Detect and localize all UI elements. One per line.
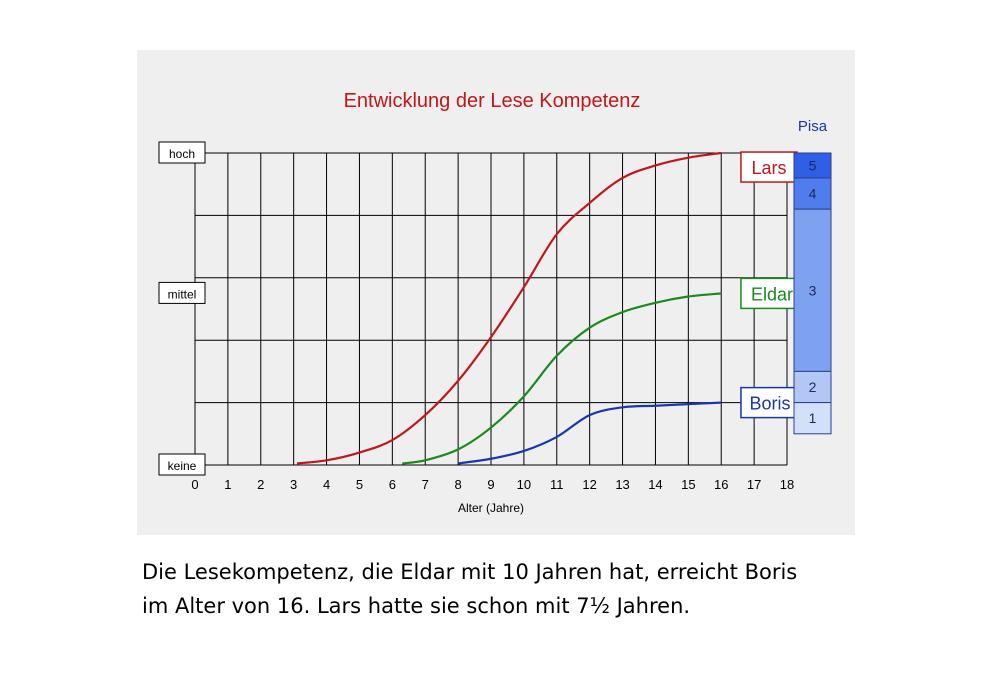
- x-tick-label: 1: [224, 477, 231, 492]
- x-tick-label: 10: [517, 477, 531, 492]
- pisa-level-label: 5: [809, 157, 817, 173]
- pisa-level-label: 1: [809, 410, 817, 426]
- y-label-box: [158, 141, 206, 164]
- series-line-eldar: [402, 292, 722, 465]
- x-tick-label: 17: [747, 477, 761, 492]
- y-label-box: [158, 453, 206, 476]
- pisa-level-3: [793, 208, 832, 372]
- caption-line-2: im Alter von 16. Lars hatte sie schon mi…: [142, 594, 691, 618]
- pisa-level-label: 2: [809, 379, 817, 395]
- x-tick-label: 7: [422, 477, 429, 492]
- legend-label-eldar: Eldar: [751, 284, 793, 304]
- x-tick-label: 4: [323, 477, 330, 492]
- x-tick-label: 16: [714, 477, 728, 492]
- caption: Die Lesekompetenz, die Eldar mit 10 Jahr…: [142, 555, 902, 623]
- x-tick-label: 14: [648, 477, 662, 492]
- pisa-level-4: [793, 177, 832, 210]
- x-tick-label: 2: [257, 477, 264, 492]
- chart-title: Entwicklung der Lese Kompetenz: [344, 90, 641, 112]
- y-label: mittel: [168, 287, 197, 301]
- x-tick-label: 12: [582, 477, 596, 492]
- chart-panel: Entwicklung der Lese Kompetenz 0 1 2 3 4 5 6 7 8 9…: [137, 50, 855, 535]
- x-tick-label: 18: [780, 477, 794, 492]
- y-label: hoch: [169, 147, 195, 161]
- y-label-box: [158, 281, 206, 304]
- x-tick-label: 8: [454, 477, 461, 492]
- pisa-level-1: [793, 402, 832, 435]
- pisa-level-2: [793, 370, 832, 404]
- x-tick-label: 13: [615, 477, 629, 492]
- legend-label-boris: Boris: [749, 394, 790, 414]
- y-label: keine: [168, 459, 197, 473]
- x-tick-label: 5: [356, 477, 363, 492]
- legend-label-lars: Lars: [751, 158, 786, 178]
- x-tick-label: 9: [487, 477, 494, 492]
- pisa-level-label: 3: [809, 282, 817, 298]
- pisa-title: Pisa: [798, 118, 828, 135]
- x-tick-label: 6: [389, 477, 396, 492]
- x-tick-label: 15: [681, 477, 695, 492]
- legend-box-lars: [740, 151, 798, 183]
- x-axis-label: Alter (Jahre): [458, 501, 524, 515]
- pisa-level-label: 4: [809, 186, 817, 202]
- x-tick-label: 11: [550, 477, 564, 492]
- x-tick-label: 3: [290, 477, 297, 492]
- series-line-boris: [457, 401, 722, 465]
- legend-box-boris: [740, 386, 800, 419]
- caption-line-1: Die Lesekompetenz, die Eldar mit 10 Jahr…: [142, 560, 798, 584]
- x-tick-label: 0: [191, 477, 198, 492]
- series-line-lars: [296, 151, 722, 465]
